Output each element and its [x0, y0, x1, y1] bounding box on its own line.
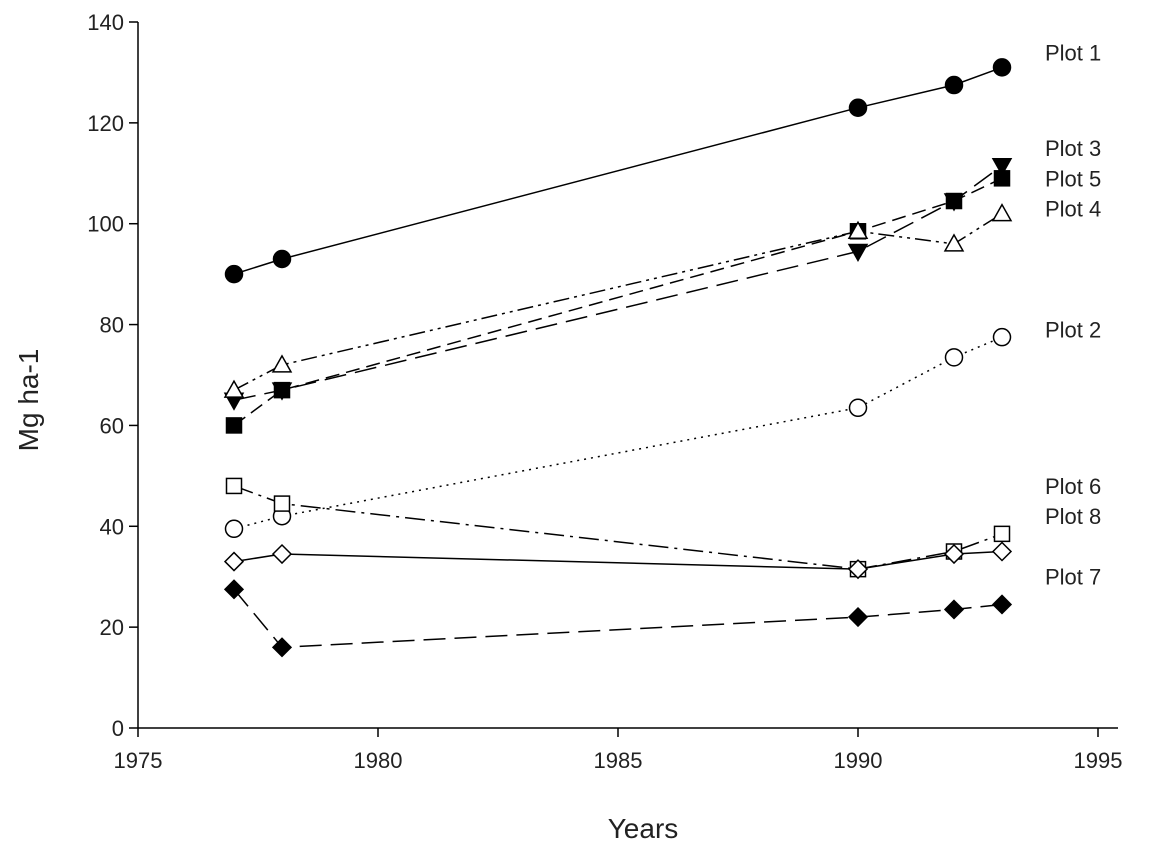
data-point: [223, 379, 245, 398]
data-point: [273, 381, 291, 399]
x-tick-label: 1975: [114, 748, 163, 773]
y-tick-label: 140: [87, 10, 124, 35]
data-point: [991, 157, 1013, 177]
data-point: [847, 243, 869, 262]
x-tick-label: 1995: [1074, 748, 1123, 773]
series-label: Plot 3: [1045, 136, 1101, 161]
data-point: [991, 541, 1013, 562]
data-point: [944, 348, 964, 367]
data-point: [993, 525, 1011, 543]
data-point: [993, 170, 1011, 187]
data-point: [847, 220, 869, 240]
data-point: [273, 495, 291, 512]
y-tick-label: 100: [87, 212, 124, 237]
series-plot-3: [223, 157, 1013, 411]
series-labels: Plot 1 Plot 3 Plot 5 Plot 4 Plot 2 Plot 6 Plot…: [1045, 40, 1101, 589]
series-layer: [223, 58, 1013, 658]
series-plot-6: [225, 477, 1011, 578]
data-point: [271, 354, 293, 373]
data-point: [272, 249, 292, 269]
series-label: Plot 1: [1045, 40, 1101, 65]
data-point: [224, 519, 244, 539]
data-point: [992, 58, 1012, 77]
data-point: [847, 606, 869, 628]
series-label: Plot 2: [1045, 318, 1101, 343]
x-tick-label: 1990: [834, 748, 883, 773]
series-plot-7: [223, 579, 1013, 658]
data-point: [271, 543, 293, 565]
y-tick-label: 0: [112, 716, 124, 741]
series-plot-4: [223, 203, 1013, 398]
x-axis-title: Years: [608, 813, 679, 844]
data-point: [225, 417, 243, 434]
series-line: [233, 165, 1003, 401]
data-point: [225, 477, 243, 495]
data-point: [944, 75, 964, 95]
data-point: [943, 233, 965, 252]
series-plot-2: [224, 327, 1012, 539]
data-point: [223, 579, 245, 600]
series-label: Plot 4: [1045, 197, 1101, 222]
x-tick-label: 1985: [594, 748, 643, 773]
series-label: Plot 7: [1045, 565, 1101, 590]
series-plot-5: [225, 170, 1011, 434]
y-axis-title: Mg ha-1: [13, 349, 44, 452]
data-point: [991, 203, 1013, 222]
data-point: [847, 559, 869, 580]
y-tick-label: 60: [100, 413, 124, 438]
series-label: Plot 6: [1045, 474, 1101, 499]
series-line: [233, 550, 1003, 570]
data-point: [991, 594, 1013, 615]
y-tick-label: 120: [87, 111, 124, 136]
series-line: [233, 177, 1003, 427]
series-line: [233, 485, 1003, 570]
y-tick-label: 40: [100, 514, 124, 539]
y-tick-label: 80: [100, 313, 124, 338]
data-point: [223, 551, 245, 572]
series-plot-1: [224, 58, 1012, 284]
series-plot-8: [223, 541, 1013, 580]
axes: 1975 1980 1985 1990 1995 0 20 40 60 80 100 120 140: [87, 10, 1122, 773]
data-point: [943, 599, 965, 620]
data-point: [848, 98, 868, 117]
series-label: Plot 5: [1045, 166, 1101, 191]
x-tick-label: 1980: [354, 748, 403, 773]
data-point: [943, 543, 965, 565]
data-point: [992, 327, 1012, 347]
series-label: Plot 8: [1045, 504, 1101, 529]
series-line: [233, 588, 1003, 649]
data-point: [848, 398, 868, 418]
data-point: [224, 264, 244, 284]
y-tick-label: 20: [100, 615, 124, 640]
series-line: [233, 212, 1003, 391]
series-line: [233, 336, 1003, 530]
data-point: [945, 192, 963, 210]
data-point: [271, 637, 293, 658]
series-line: [233, 66, 1003, 275]
